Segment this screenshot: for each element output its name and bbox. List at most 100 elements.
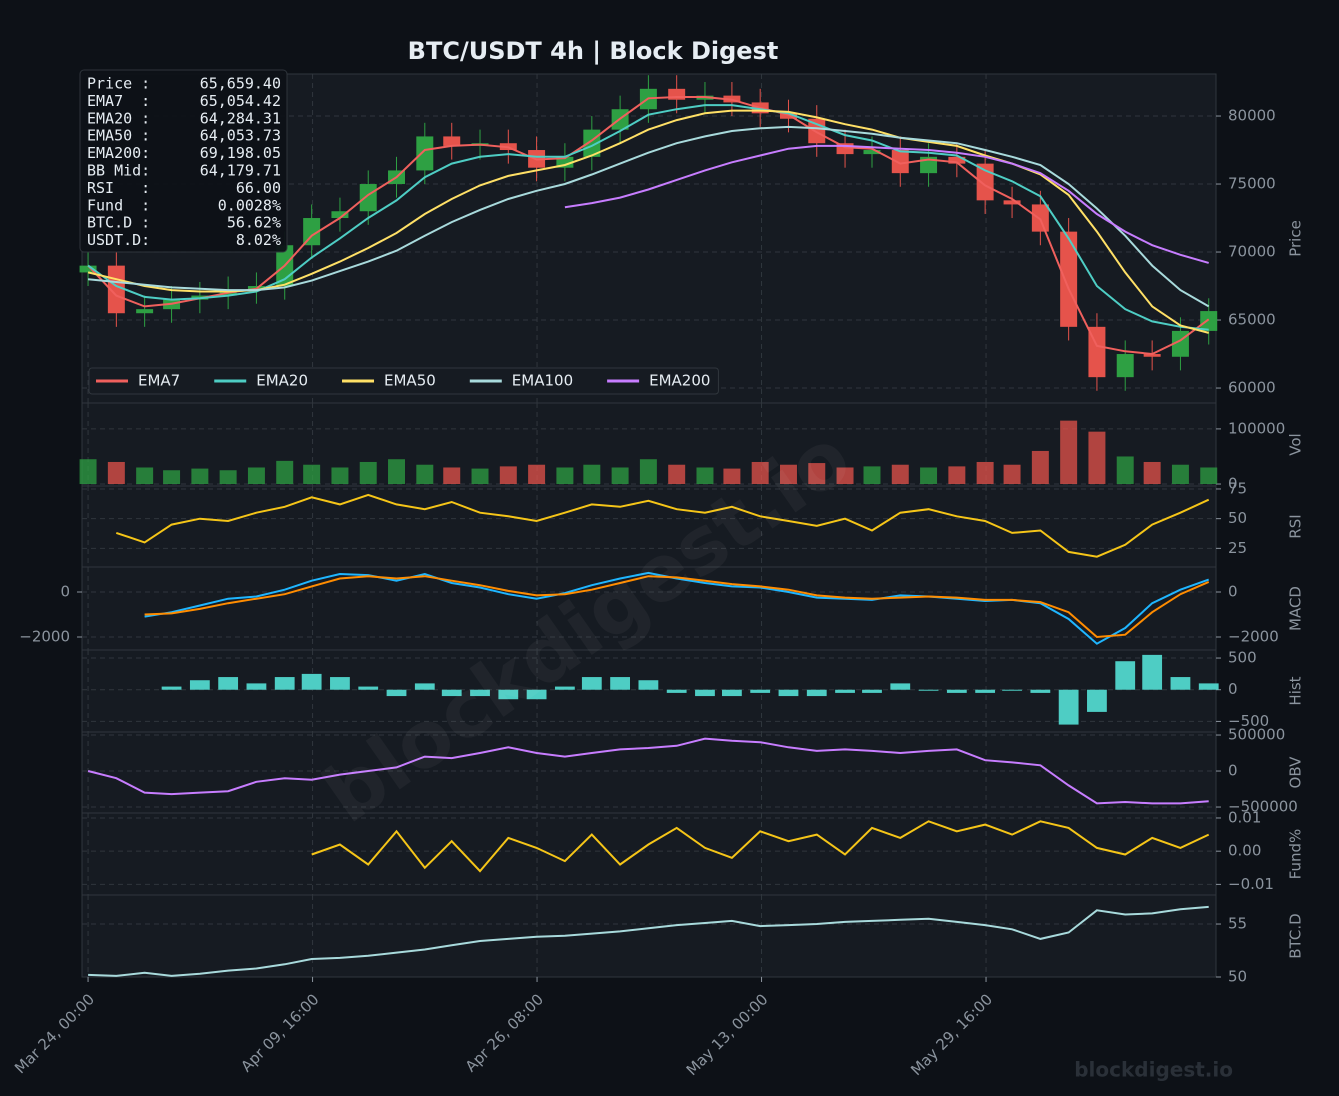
volume-bar: [1171, 464, 1189, 485]
ema-line: [88, 125, 1210, 308]
y-tick-label: 65000: [1228, 311, 1276, 329]
hist-bar: [301, 673, 322, 690]
info-label: Fund :: [87, 196, 150, 214]
hist-bar: [1002, 689, 1022, 691]
hist-bar: [386, 689, 407, 697]
y-tick-label: 50: [1228, 968, 1247, 986]
y-tick-label: 70000: [1228, 243, 1276, 261]
y-tick-label: 0: [1228, 475, 1238, 493]
candle-body: [136, 309, 154, 314]
hist-bar: [1170, 677, 1191, 690]
hist-bar: [554, 686, 575, 690]
candle-body: [556, 156, 574, 168]
info-label: EMA7 :: [87, 92, 150, 110]
y-axis-label: OBV: [1287, 756, 1305, 789]
ema-line: [564, 144, 1209, 264]
legend-label: EMA100: [512, 372, 573, 390]
candle-body: [1031, 204, 1049, 232]
volume-bar: [1200, 467, 1218, 485]
info-value: 64,284.31: [200, 109, 281, 127]
y-axis-label: Hist: [1287, 676, 1305, 705]
y-axis-label: MACD: [1287, 586, 1305, 631]
volume-bar: [219, 470, 237, 485]
panel-background: [81, 485, 1217, 568]
candle-body: [303, 218, 321, 246]
candle-body: [331, 211, 349, 219]
info-value: 66.00: [236, 179, 281, 197]
y-tick-label: 500: [1228, 649, 1257, 667]
indicator-line: [144, 575, 1210, 639]
hist-bar: [975, 689, 996, 693]
volume-bar: [191, 468, 209, 485]
candle-body: [416, 136, 434, 171]
legend-label: EMA7: [138, 372, 180, 390]
hist-bar: [1198, 683, 1219, 690]
candle-body: [1116, 354, 1134, 378]
hist-bar: [638, 680, 659, 690]
y-tick-label: −500000: [1228, 798, 1298, 816]
hist-bar: [441, 689, 462, 697]
volume-bar: [920, 467, 938, 485]
volume-bar: [1116, 456, 1134, 485]
hist-bar: [218, 677, 239, 690]
hist-bar: [806, 689, 827, 697]
volume-bar: [163, 470, 181, 485]
info-box: [79, 69, 288, 253]
volume-bar: [136, 467, 154, 485]
y-axis-label: Vol: [1287, 433, 1305, 455]
y-tick-label: 500000: [1228, 726, 1285, 744]
x-tick-label: Apr 26, 08:00: [462, 990, 547, 1075]
candle-body: [836, 143, 854, 155]
volume-bar: [779, 464, 797, 485]
volume-bar: [303, 464, 321, 485]
info-value: 56.62%: [227, 214, 281, 232]
hist-bar: [246, 683, 267, 690]
info-value: 0.0028%: [218, 196, 281, 214]
indicator-line: [88, 905, 1209, 977]
hist-bar: [526, 689, 547, 700]
volume-bar: [331, 467, 349, 485]
candle-body: [1003, 200, 1021, 205]
panel-background: [81, 649, 1217, 733]
hist-bar: [1115, 661, 1136, 690]
candle-body: [1200, 311, 1218, 331]
panel-background: [81, 812, 1217, 896]
y-tick-label: 0: [1228, 762, 1238, 780]
volume-bar: [723, 468, 741, 485]
candle-body: [779, 113, 797, 119]
candle-body: [79, 265, 97, 273]
hist-bar: [1087, 689, 1107, 712]
hist-bar: [470, 689, 490, 697]
y-tick-label: 0.01: [1228, 808, 1261, 826]
info-value: 64,179.71: [200, 162, 281, 180]
info-label: BB Mid:: [87, 162, 150, 180]
volume-bar: [107, 461, 125, 485]
y-tick-label: 75: [1228, 479, 1247, 497]
volume-bar: [611, 467, 629, 485]
volume-bar: [668, 464, 686, 485]
y-tick-label: 60000: [1228, 379, 1276, 397]
info-label: USDT.D:: [87, 231, 150, 249]
volume-bar: [499, 466, 517, 485]
y-tick-label: 25: [1228, 539, 1247, 557]
volume-bar: [247, 467, 265, 485]
hist-bar: [890, 683, 911, 690]
y-tick-label: 55: [1228, 915, 1247, 933]
hist-bar: [1058, 689, 1079, 725]
volume-bar: [1143, 461, 1161, 485]
y-tick-label: 0: [1228, 582, 1238, 600]
y-axis-label: Fund%: [1287, 829, 1305, 880]
y-axis-label: Price: [1287, 220, 1305, 257]
volume-bar: [583, 464, 601, 485]
hist-bar: [1030, 689, 1051, 693]
volume-bar: [79, 459, 97, 485]
hist-bar: [835, 689, 855, 693]
y-tick-label: −2000: [19, 627, 70, 645]
hist-bar: [189, 680, 210, 690]
hist-bar: [498, 689, 519, 700]
volume-bar: [1060, 420, 1078, 485]
volume-bar: [528, 464, 546, 485]
hist-bar: [778, 689, 799, 697]
